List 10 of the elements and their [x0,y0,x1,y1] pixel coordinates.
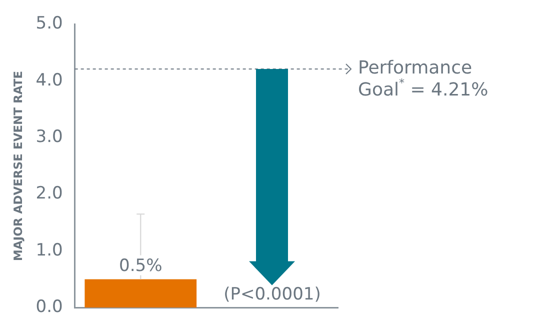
y-tick-label: 4.0 [36,70,63,90]
y-tick-label: 0.0 [36,297,63,318]
y-tick-label: 3.0 [36,126,63,147]
y-tick-label: 1.0 [36,240,63,260]
y-tick-label: 5.0 [36,14,63,34]
annotation: (P<0.0001) [224,284,321,305]
ref-line-label: Performance Goal* = 4.21% [358,58,488,101]
data-label: 0.5% [119,256,162,276]
y-tick-label: 2.0 [36,184,63,204]
y-axis-title: MAJOR ADVERSE EVENT RATE [10,70,25,261]
